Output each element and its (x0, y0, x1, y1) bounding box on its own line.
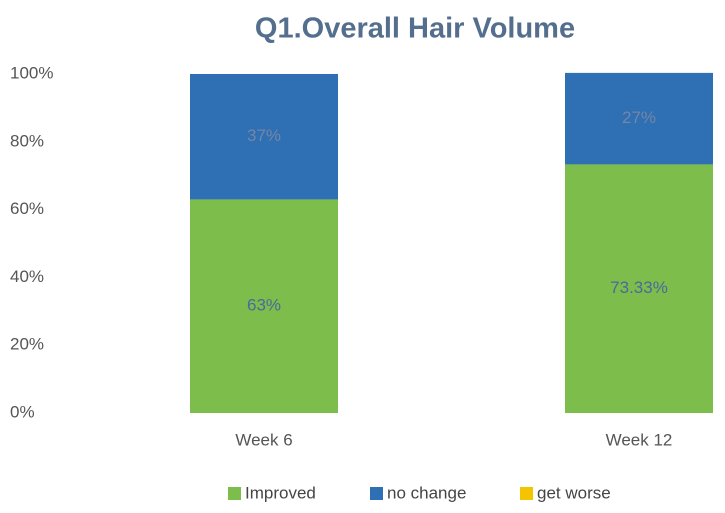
y-tick-label: 80% (10, 131, 44, 150)
data-label: 37% (247, 126, 281, 145)
y-tick-label: 20% (10, 335, 44, 354)
data-label: 73.33% (610, 278, 668, 297)
data-label: 27% (622, 108, 656, 127)
legend-swatch (228, 487, 241, 500)
x-tick-label: Week 6 (235, 430, 292, 449)
legend-swatch (520, 487, 533, 500)
y-tick-label: 60% (10, 199, 44, 218)
legend-label: get worse (537, 483, 611, 502)
legend-label: Improved (245, 483, 316, 502)
y-tick-label: 40% (10, 267, 44, 286)
bar-segment (565, 164, 713, 413)
chart-title: Q1.Overall Hair Volume (255, 13, 575, 45)
legend-label: no change (387, 483, 466, 502)
bar-segment (190, 199, 338, 413)
bar-segment (190, 74, 338, 200)
y-tick-label: 100% (10, 63, 53, 82)
bar-segment (565, 72, 713, 165)
x-tick-label: Week 12 (606, 430, 673, 449)
data-label: 63% (247, 296, 281, 315)
y-tick-label: 0% (10, 402, 35, 421)
legend-swatch (370, 487, 383, 500)
